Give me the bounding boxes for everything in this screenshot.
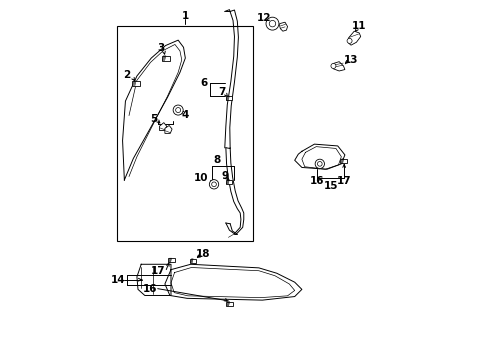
Circle shape bbox=[209, 180, 218, 189]
FancyBboxPatch shape bbox=[132, 81, 140, 86]
Polygon shape bbox=[164, 126, 172, 134]
Circle shape bbox=[317, 162, 322, 166]
FancyBboxPatch shape bbox=[226, 302, 232, 306]
Circle shape bbox=[346, 39, 351, 43]
FancyBboxPatch shape bbox=[340, 159, 346, 163]
Circle shape bbox=[269, 21, 275, 27]
Text: 13: 13 bbox=[344, 55, 358, 65]
Text: 4: 4 bbox=[181, 110, 188, 120]
FancyBboxPatch shape bbox=[162, 55, 169, 60]
Text: 17: 17 bbox=[336, 176, 351, 186]
Polygon shape bbox=[159, 123, 166, 131]
Text: 16: 16 bbox=[309, 176, 324, 186]
Text: 9: 9 bbox=[221, 171, 228, 181]
Text: 6: 6 bbox=[200, 78, 207, 88]
Polygon shape bbox=[279, 22, 287, 31]
Circle shape bbox=[265, 17, 278, 30]
FancyBboxPatch shape bbox=[168, 258, 174, 262]
Polygon shape bbox=[331, 62, 344, 71]
Text: 3: 3 bbox=[157, 43, 164, 53]
Circle shape bbox=[173, 105, 183, 115]
Text: 7: 7 bbox=[218, 87, 225, 97]
Text: 1: 1 bbox=[182, 11, 188, 21]
Text: 10: 10 bbox=[193, 173, 208, 183]
FancyBboxPatch shape bbox=[225, 180, 232, 184]
Text: 18: 18 bbox=[196, 248, 210, 258]
Text: 2: 2 bbox=[123, 70, 131, 80]
Text: 8: 8 bbox=[212, 155, 220, 165]
Circle shape bbox=[175, 108, 180, 113]
FancyBboxPatch shape bbox=[225, 96, 232, 100]
Bar bbox=[117, 26, 253, 241]
FancyBboxPatch shape bbox=[190, 259, 195, 263]
Text: 11: 11 bbox=[351, 21, 366, 31]
Circle shape bbox=[314, 159, 324, 168]
Text: 15: 15 bbox=[323, 181, 337, 191]
Text: 5: 5 bbox=[150, 114, 158, 124]
Polygon shape bbox=[348, 31, 360, 45]
Circle shape bbox=[330, 63, 335, 68]
Text: 16: 16 bbox=[143, 284, 158, 294]
Text: 12: 12 bbox=[256, 13, 270, 23]
Text: 14: 14 bbox=[111, 275, 125, 285]
Circle shape bbox=[211, 182, 216, 186]
Text: 17: 17 bbox=[151, 266, 165, 276]
